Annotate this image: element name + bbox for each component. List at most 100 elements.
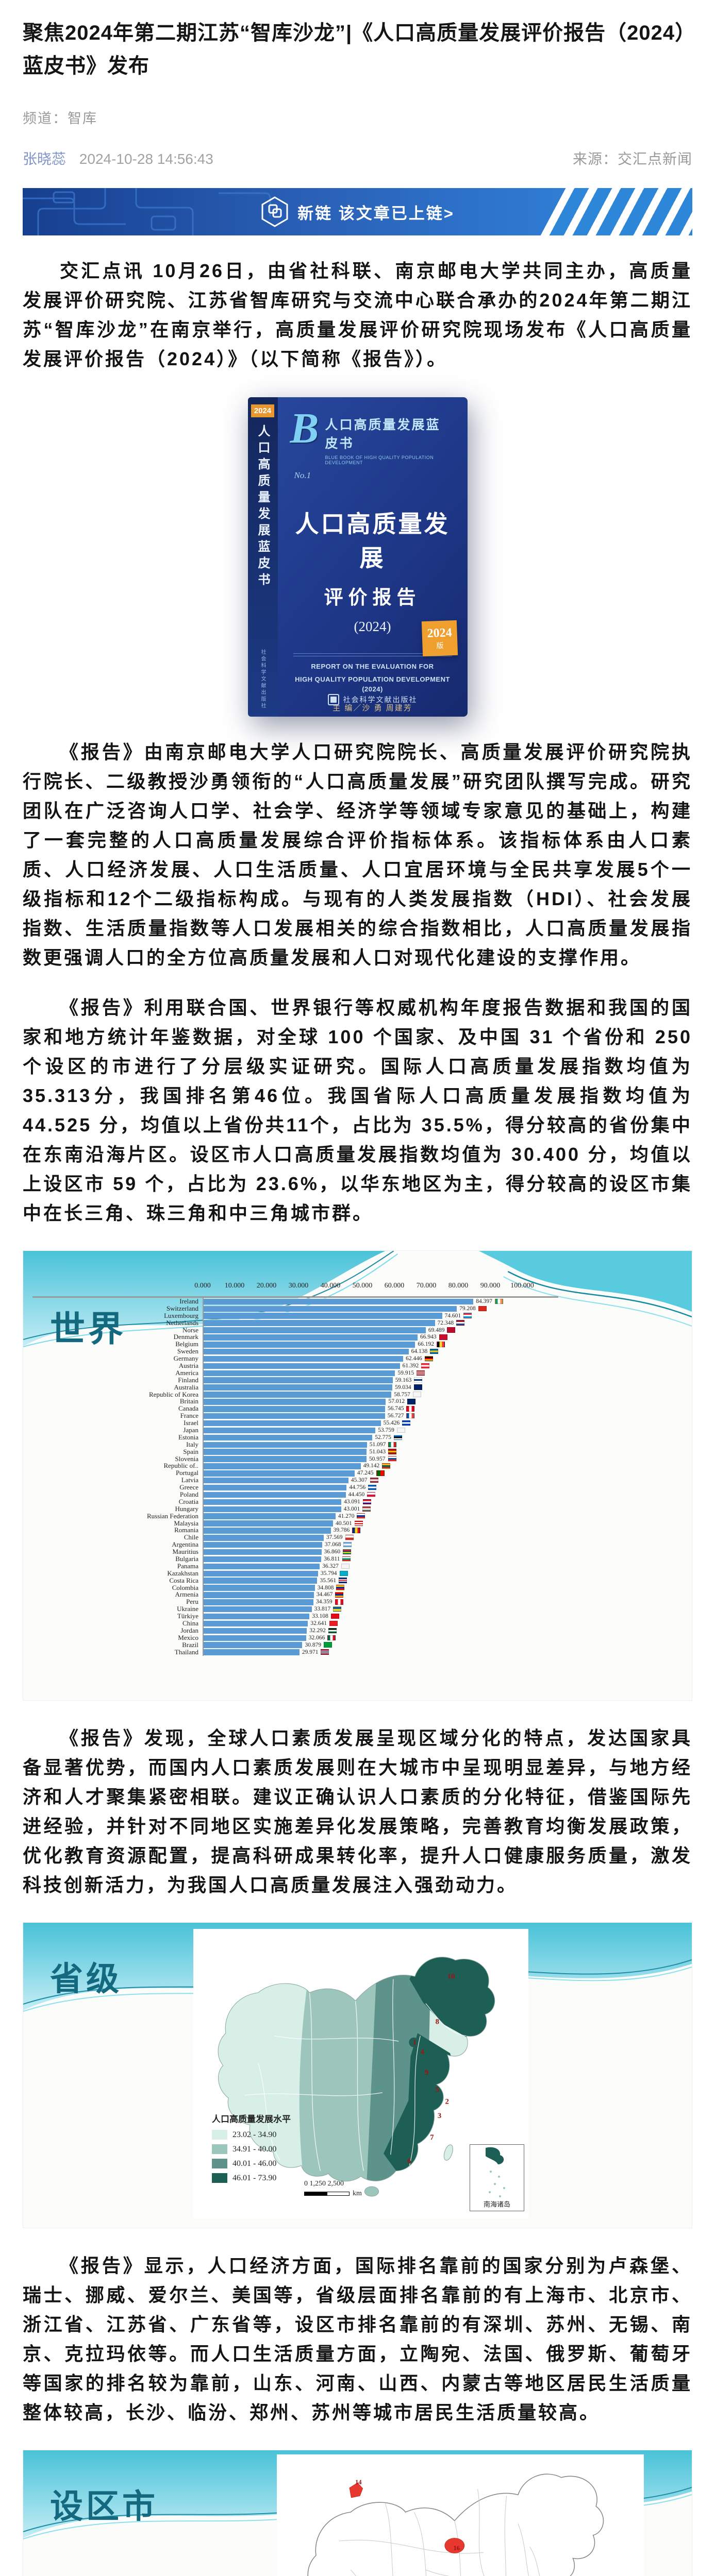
flag-icon — [406, 1406, 415, 1412]
chart-row: Croatia 43.091 — [179, 1498, 558, 1505]
chart-row: Republic of.. 49.142 — [163, 1462, 558, 1469]
chart-row: Portugal 47.245 — [176, 1469, 558, 1477]
world-ranking-chart-image: 世界 0.000 10.000 20.000 30.000 40.000 50.000 60… — [23, 1250, 692, 1701]
book-editors: 主 编／沙 勇 周建芳 — [332, 704, 412, 713]
chart-row: Mexico 32.066 — [178, 1634, 558, 1641]
chart-row: America 59.915 — [175, 1369, 558, 1377]
city-choropleth-map: 1416139121117151041 人口高质量发展水平 20.348 - 4… — [277, 2454, 644, 2576]
legend-title: 人口高质量发展水平 — [212, 2114, 291, 2124]
flag-icon — [324, 1642, 332, 1648]
book-number: No.1 — [294, 470, 311, 480]
chart-row: Panama 36.327 — [177, 1562, 558, 1570]
paragraph: 《报告》利用联合国、世界银行等权威机构年度报告数据和我国的国家和地方统计年鉴数据… — [23, 997, 692, 1224]
province-legend-items: 23.02 - 34.90 34.91 - 40.00 40.01 - 46.00 4… — [212, 2130, 291, 2183]
book-en-title-1: REPORT ON THE EVALUATION FOR — [311, 663, 434, 670]
svg-text:10: 10 — [447, 1972, 455, 1980]
chart-row: Brazil 30.879 — [182, 1641, 558, 1649]
flag-icon — [421, 1363, 430, 1369]
chart-row: Argentina 37.068 — [172, 1540, 558, 1548]
svg-text:2: 2 — [445, 2098, 449, 2106]
paragraph: 《报告》由南京邮电大学人口研究院院长、高质量发展评价研究院执行院长、二级教授沙勇… — [23, 741, 692, 968]
flag-icon — [388, 1442, 397, 1447]
chart-row: Latvia 45.307 — [181, 1476, 558, 1484]
svg-text:4: 4 — [420, 2048, 424, 2056]
bluebook-logo: B — [290, 404, 319, 452]
flag-icon — [345, 1535, 354, 1540]
chart-row: China 32.641 — [182, 1619, 558, 1627]
flag-icon — [376, 1470, 385, 1476]
book-2024-badge: 2024 版 — [421, 620, 458, 657]
chart-row: Thailand 29.971 — [175, 1648, 558, 1656]
flag-icon — [396, 1427, 405, 1433]
flag-icon — [437, 1342, 445, 1347]
paragraph: 《报告》发现，全球人口素质发展呈现区域分化的特点，发达国家具备显著优势，而国内人… — [23, 1727, 692, 1895]
publish-datetime: 2024-10-28 14:56:43 — [79, 151, 213, 167]
chain-banner-label: 新链 该文章已上链> — [297, 204, 455, 223]
blockchain-banner[interactable]: 新链 该文章已上链> — [23, 188, 692, 235]
chart-row: Ireland 84.397 — [179, 1297, 558, 1305]
svg-text:8: 8 — [436, 2018, 439, 2026]
flag-icon — [339, 1578, 347, 1583]
province-choropleth-map: 10 8 1 4 9 5 2 3 7 6 人口高质量发展水平 23.02 - 34.90 34.91… — [193, 1929, 528, 2218]
lead-tag: 交汇点讯 — [60, 260, 145, 281]
paragraph: 《报告》显示，人口经济方面，国际排名靠前的国家分别为卢森堡、瑞士、挪威、爱尔兰、… — [23, 2255, 692, 2423]
svg-text:9: 9 — [425, 2069, 428, 2077]
flag-icon — [333, 1606, 342, 1612]
source-label: 来源：交汇点新闻 — [572, 151, 692, 167]
svg-text:7: 7 — [430, 2133, 434, 2142]
chart-row: Switzerland 79.208 — [167, 1304, 558, 1312]
chart-row: Republic of Korea 58.757 — [149, 1391, 558, 1398]
channel-label: 频道：智库 — [23, 111, 97, 126]
flag-icon — [352, 1528, 361, 1533]
flag-icon — [343, 1541, 352, 1548]
circuit-pattern-decoration — [23, 188, 271, 235]
lead-text: 10月26日，由省社科联、南京邮电大学共同主办，高质量发展评价研究院、江苏省智库… — [23, 260, 692, 369]
chart-row: Armenia 34.467 — [175, 1590, 558, 1598]
chart-row: Kazakhstan 35.794 — [167, 1569, 558, 1577]
flag-icon — [430, 1348, 439, 1354]
flag-icon — [357, 1513, 365, 1519]
cover-divider — [293, 653, 452, 656]
south-china-sea-inset: 南海诸岛 — [470, 2144, 524, 2211]
flag-icon — [321, 1649, 329, 1655]
chart-row: Belgium 66.192 — [175, 1340, 558, 1348]
chart-row: Estonia 52.775 — [178, 1433, 558, 1441]
province-map-legend: 人口高质量发展水平 23.02 - 34.90 34.91 - 40.00 40.0… — [212, 2112, 291, 2188]
flag-icon — [388, 1449, 397, 1454]
chart-row: Jordan 32.292 — [180, 1626, 558, 1634]
chart-row: Austria 61.392 — [179, 1362, 558, 1369]
paragraph-lead: 交汇点讯 10月26日，由省社科联、南京邮电大学共同主办，高质量发展评价研究院、… — [23, 256, 692, 374]
chart-row: Japan 53.759 — [183, 1426, 558, 1434]
chart-row: Slovenia 50.957 — [175, 1455, 558, 1463]
author-link[interactable]: 张晓蕊 — [23, 151, 66, 167]
chart-row: Netherlands 72.348 — [166, 1319, 558, 1327]
svg-text:6: 6 — [407, 2157, 411, 2165]
flag-icon — [342, 1556, 351, 1562]
city-slide-label: 设区市 — [50, 2488, 158, 2525]
chart-row: Malaysia 40.501 — [174, 1519, 558, 1527]
chart-row: Sweden 64.138 — [177, 1347, 558, 1355]
flag-icon — [402, 1420, 411, 1426]
chart-row: Costa Rica 35.561 — [169, 1577, 558, 1584]
flag-icon — [362, 1499, 371, 1505]
diagonal-stripes-decoration — [538, 188, 692, 235]
flag-icon — [463, 1313, 472, 1318]
spine-year-badge: 2024 — [251, 404, 275, 417]
book-series-en: BLUE BOOK OF HIGH QUALITY POPULATION DEV… — [325, 455, 434, 465]
spine-title: 人口高质量发展蓝皮书 — [256, 425, 270, 589]
chart-row: Russian Federation 41.270 — [147, 1512, 558, 1520]
flag-icon — [343, 1549, 352, 1555]
flag-icon — [424, 1355, 433, 1362]
chart-row: Poland 44.450 — [180, 1490, 558, 1498]
flag-icon — [447, 1327, 456, 1333]
chain-hexagon-icon — [261, 196, 288, 227]
province-map-image: 省级 — [23, 1922, 692, 2228]
world-rows: Ireland 84.397 Switzerland 79.208 Luxembourg… — [147, 1297, 558, 1656]
book-title-year: (2024) — [354, 619, 391, 634]
book-series-cn: 人口高质量发展蓝皮书 — [325, 418, 441, 451]
flag-icon — [368, 1484, 377, 1490]
flag-icon — [335, 1599, 343, 1605]
chart-row: Spain 51.043 — [183, 1448, 558, 1455]
flag-icon — [456, 1320, 465, 1326]
